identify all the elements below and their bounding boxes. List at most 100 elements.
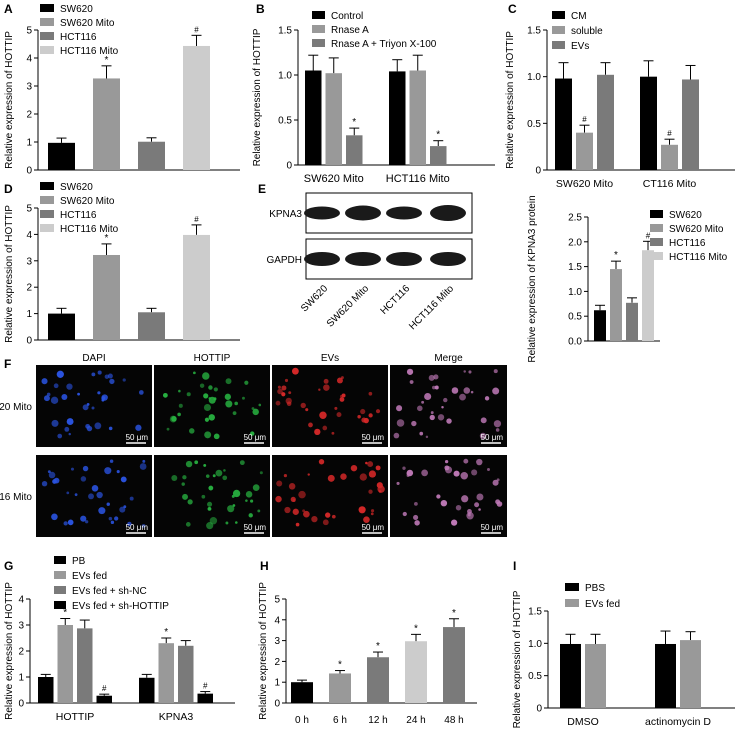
cell-spot — [208, 485, 214, 491]
bar — [655, 643, 676, 708]
bar — [443, 627, 465, 703]
cell-spot — [318, 459, 325, 465]
scale-bar-label: 50 μm — [244, 523, 267, 532]
y-tick-label: 0 — [26, 336, 32, 347]
micrograph-row-label: HCT116 Mito — [0, 492, 32, 503]
legend-swatch — [552, 26, 565, 34]
cell-spot — [53, 383, 59, 389]
cell-spot — [208, 396, 216, 404]
bar — [305, 70, 322, 165]
x-tick-label: 12 h — [368, 715, 387, 726]
micrograph-tile: 50 μm — [154, 455, 270, 537]
panel-letter-b: B — [256, 2, 265, 16]
blot-band — [430, 205, 466, 221]
cell-spot — [107, 373, 113, 379]
panel-letter-e: E — [258, 182, 266, 196]
y-axis-label: Relative expression of HOTTIP — [258, 582, 269, 720]
cell-spot — [284, 506, 291, 514]
bar — [197, 693, 213, 703]
y-tick-label: 0.5 — [278, 116, 292, 127]
cell-spot — [429, 414, 435, 421]
cell-spot — [43, 395, 50, 402]
y-tick-label: 1.5 — [527, 26, 541, 37]
cell-spot — [178, 389, 181, 393]
cell-spot — [480, 417, 487, 424]
panel-letters: A B C D E F G H I — [4, 2, 517, 573]
cell-spot — [242, 396, 245, 400]
panel-letter-c: C — [508, 2, 517, 16]
legend-label: HCT116 — [60, 32, 97, 43]
bar — [183, 45, 210, 170]
micrograph-tile: 50 μm — [36, 455, 152, 537]
blot-row-label: GAPDH — [266, 255, 302, 266]
y-tick-label: 4 — [18, 595, 24, 606]
cell-spot — [451, 387, 459, 394]
cell-spot — [284, 378, 289, 383]
y-tick-label: 3 — [26, 82, 32, 93]
bar — [680, 640, 701, 708]
blot-lane-label: SW620 Mito — [325, 283, 372, 330]
micrograph-background — [272, 455, 388, 537]
cell-spot — [368, 489, 373, 494]
cell-spot — [444, 465, 450, 471]
cell-spot — [311, 515, 318, 523]
bar — [610, 269, 622, 341]
cell-spot — [275, 495, 282, 503]
cell-spot — [277, 388, 283, 395]
cell-spot — [323, 384, 330, 391]
bar — [409, 70, 426, 165]
cell-spot — [66, 383, 73, 390]
legend-swatch — [312, 39, 325, 47]
y-tick-label: 0 — [26, 166, 32, 177]
cell-spot — [365, 461, 368, 465]
y-tick-label: 0 — [18, 699, 24, 710]
bar — [389, 71, 406, 165]
legend-label: SW620 — [669, 210, 702, 221]
micrograph-background — [390, 365, 507, 447]
cell-spot — [181, 482, 185, 486]
cell-spot — [402, 511, 407, 517]
chart-panel-b: 0 0.5 1.0 1.5 Relative expression of HOTTIP *… — [252, 11, 495, 185]
legend-label: HCT116 Mito — [669, 252, 728, 263]
bar — [642, 250, 654, 341]
legend-label: SW620 — [60, 4, 93, 15]
scale-bar-label: 50 μm — [362, 523, 385, 532]
cell-spot — [493, 369, 498, 374]
legend-label: CM — [571, 11, 587, 22]
bar — [560, 643, 581, 708]
y-tick-label: 4 — [274, 615, 280, 626]
cell-spot — [91, 406, 95, 410]
cell-spot — [104, 374, 110, 379]
y-tick-label: 2 — [26, 110, 32, 121]
legend-swatch — [54, 601, 66, 609]
cell-spot — [307, 473, 310, 476]
cell-spot — [252, 484, 260, 491]
bar — [138, 312, 165, 340]
panel-letter-f: F — [4, 357, 11, 371]
cell-spot — [224, 393, 231, 400]
blot-row-label: KPNA3 — [269, 209, 302, 220]
blot-band — [345, 252, 381, 266]
x-group-label: CT116 Mito — [643, 178, 697, 190]
cell-spot — [208, 385, 213, 390]
cell-spot — [288, 391, 292, 395]
cell-spot — [245, 499, 248, 502]
y-tick-label: 1.0 — [527, 72, 541, 83]
cell-spot — [451, 519, 458, 526]
y-tick-label: 0 — [536, 704, 542, 715]
legend-swatch — [552, 11, 565, 19]
y-tick-label: 5 — [26, 204, 32, 215]
cell-spot — [419, 431, 424, 436]
cell-spot — [440, 499, 448, 507]
scale-bar-label: 50 μm — [126, 523, 149, 532]
cell-spot — [223, 469, 226, 472]
cell-spot — [101, 398, 105, 402]
cell-spot — [135, 424, 142, 431]
cell-spot — [162, 392, 168, 398]
legend-label: SW620 — [60, 182, 93, 193]
cell-spot — [336, 377, 343, 384]
significance-mark: * — [105, 55, 109, 66]
cell-spot — [203, 463, 207, 467]
y-axis-label: Relative expression of HOTTIP — [505, 31, 516, 169]
significance-mark: * — [105, 233, 109, 244]
